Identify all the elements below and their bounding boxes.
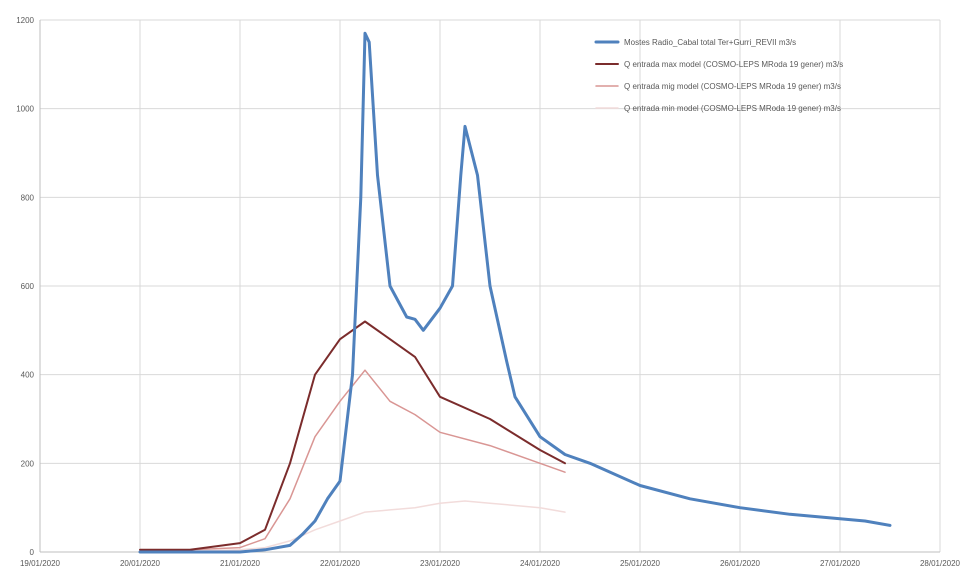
x-tick-label: 24/01/2020 [520,559,561,568]
x-tick-label: 25/01/2020 [620,559,661,568]
y-tick-label: 800 [21,193,35,202]
y-tick-label: 1200 [16,16,34,25]
legend-label-4: Q entrada min model (COSMO-LEPS MRoda 19… [624,104,841,113]
axes: 0 200 400 600 800 1000 1200 19/01/2020 20/01/202… [16,16,960,568]
x-tick-label: 26/01/2020 [720,559,761,568]
y-tick-label: 0 [30,548,35,557]
legend-label-3: Q entrada mig model (COSMO-LEPS MRoda 19… [624,82,841,91]
x-tick-label: 27/01/2020 [820,559,861,568]
x-tick-label: 20/01/2020 [120,559,161,568]
x-tick-label: 28/01/2020 [920,559,961,568]
series-line-2 [139,320,566,551]
x-tick-label: 21/01/2020 [220,559,261,568]
y-tick-label: 1000 [16,105,34,114]
y-tick-label: 200 [21,459,35,468]
y-tick-label: 600 [21,282,35,291]
y-tick-label: 400 [21,371,35,380]
series-layer [138,31,892,554]
legend: Mostes Radio_Cabal total Ter+Gurri_REVII… [594,38,843,113]
legend-label-2: Q entrada max model (COSMO-LEPS MRoda 19… [624,60,843,69]
series-line-4 [139,500,566,552]
legend-label-1: Mostes Radio_Cabal total Ter+Gurri_REVII… [624,38,796,47]
x-tick-label: 23/01/2020 [420,559,461,568]
x-tick-label: 19/01/2020 [20,559,61,568]
series-line-1 [138,31,892,554]
x-tick-label: 22/01/2020 [320,559,361,568]
